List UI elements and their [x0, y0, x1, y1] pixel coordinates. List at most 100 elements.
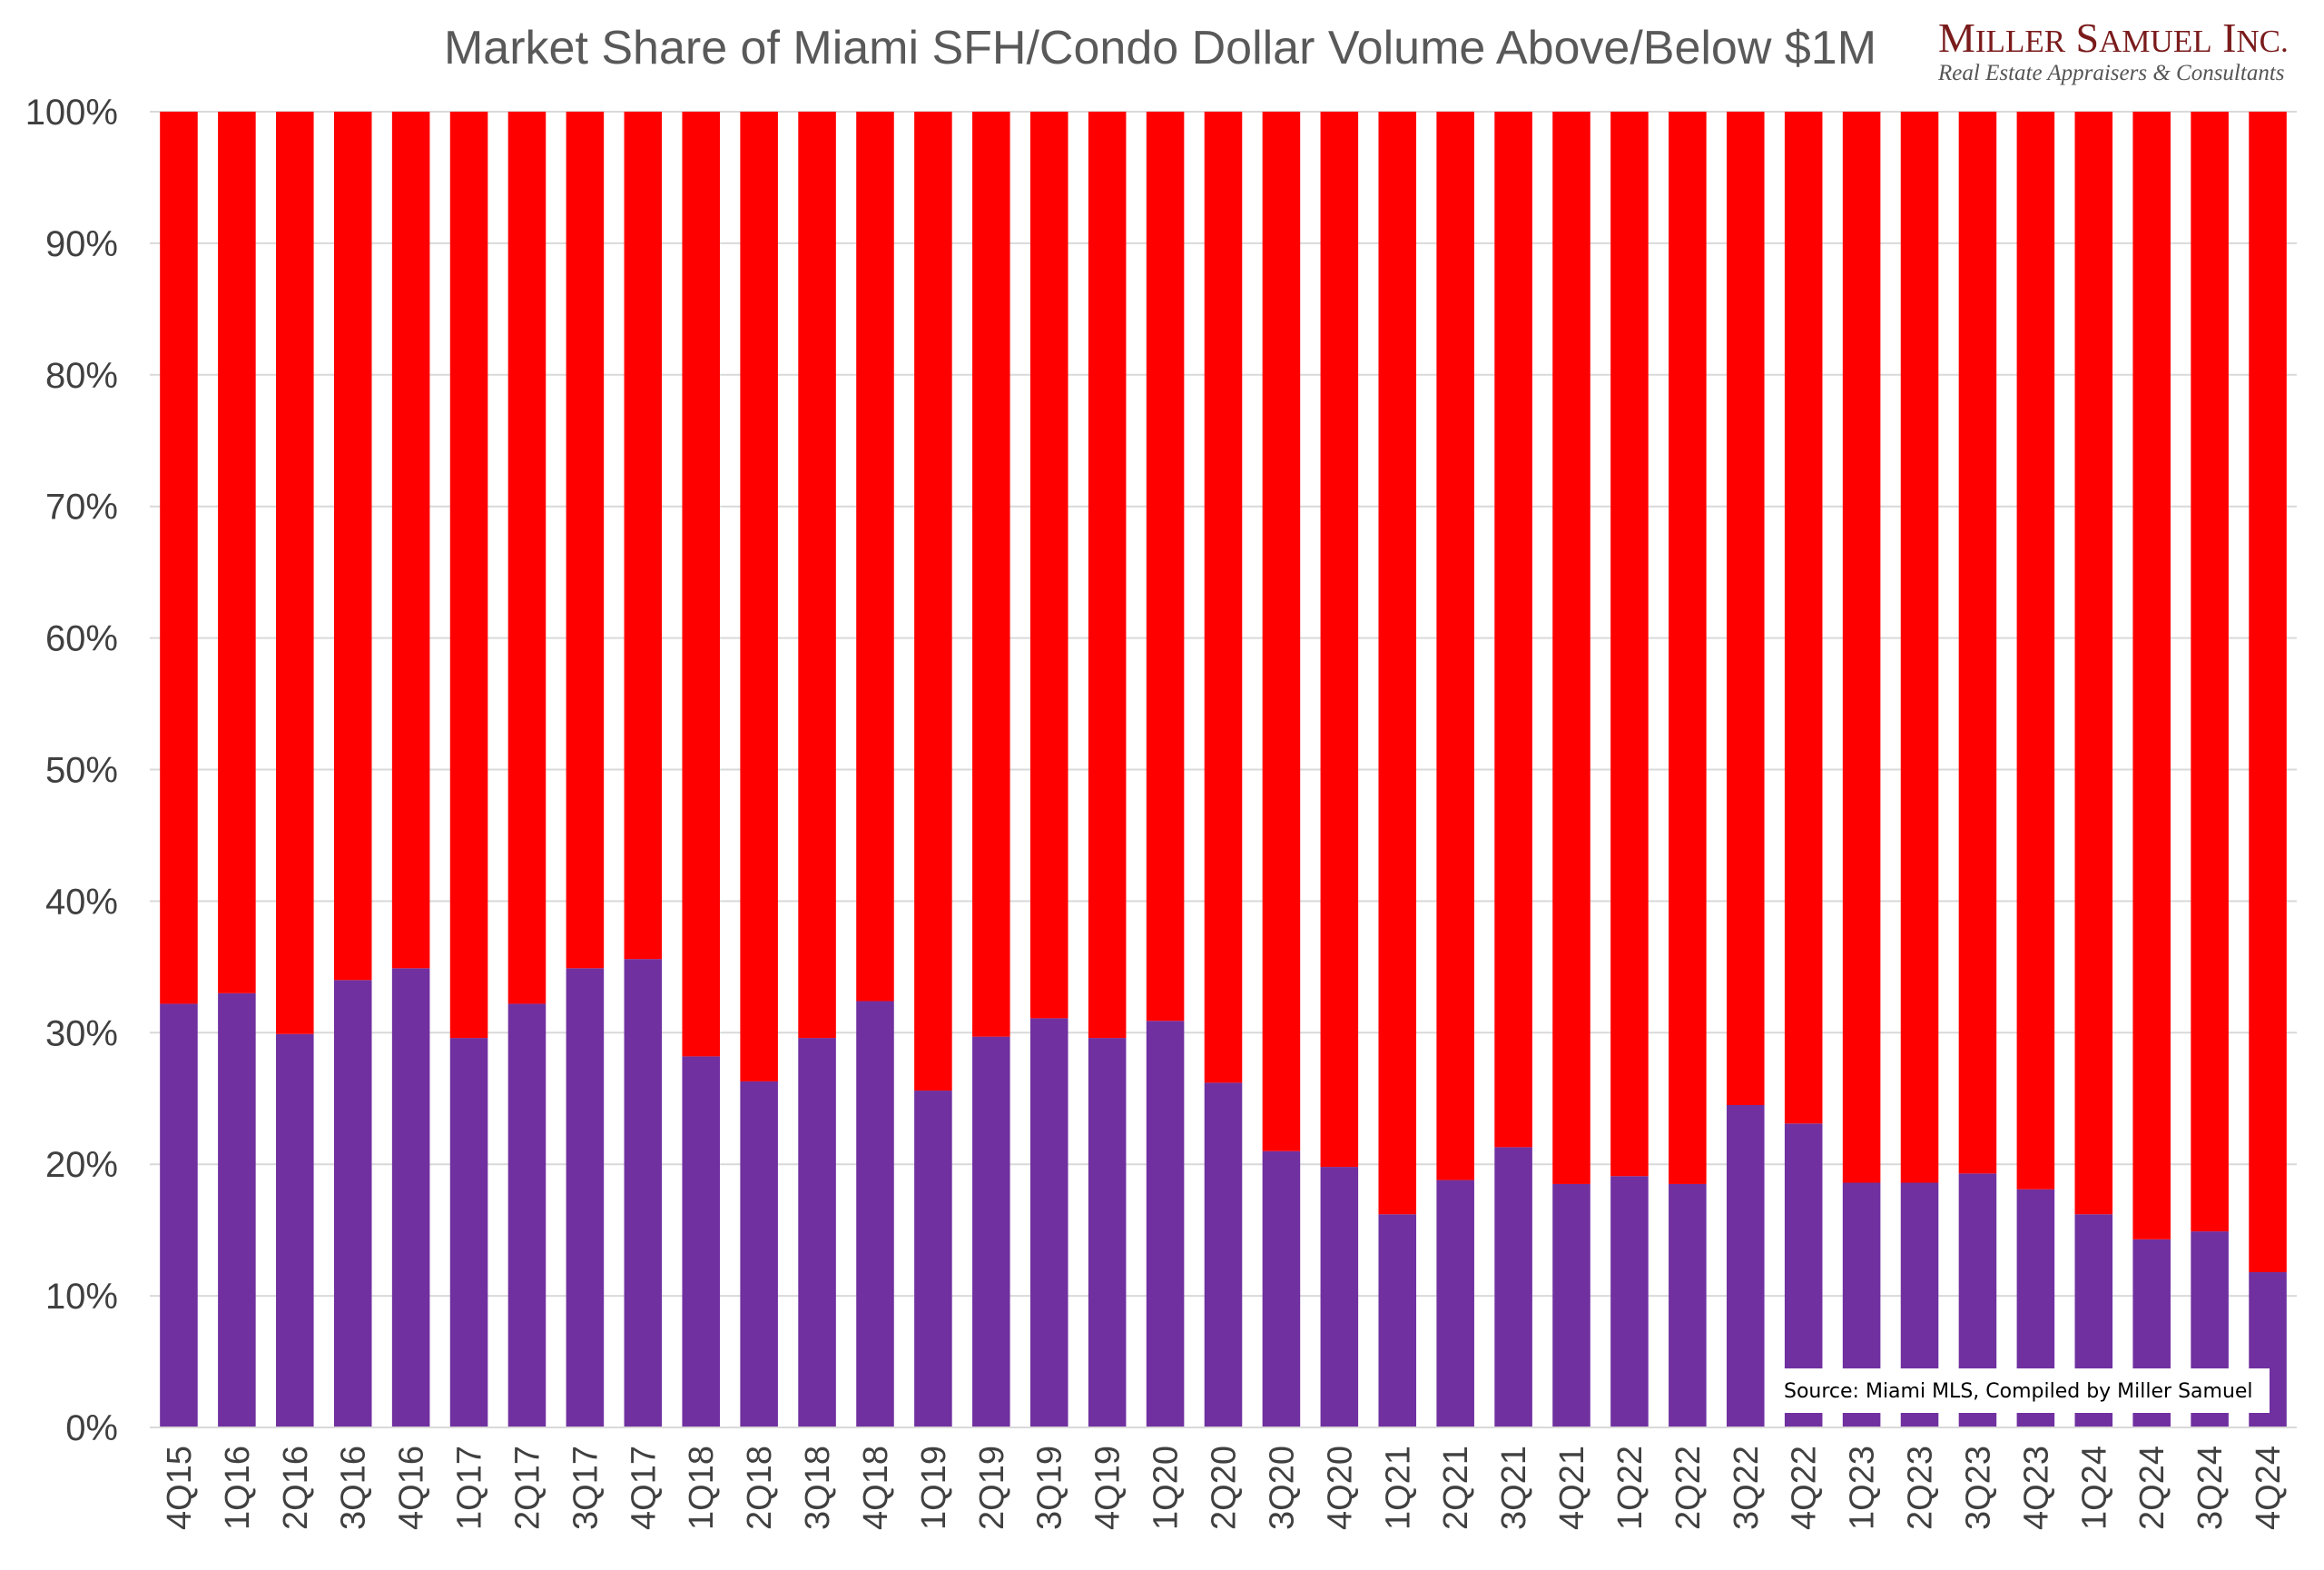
bar-above-segment [624, 112, 663, 960]
x-tick-label: 1Q19 [915, 1446, 953, 1530]
bars [160, 112, 2287, 1427]
x-tick-label: 4Q18 [857, 1446, 895, 1530]
bar-below-segment [1552, 1183, 1590, 1427]
y-axis-ticks: 0% 10% 20% 30% 40% 50% 60% 70% 80% 90% 100% [25, 93, 118, 1448]
x-tick-label: 2Q24 [2133, 1446, 2171, 1530]
y-tick-label: 50% [45, 751, 118, 791]
bar-above-segment [1552, 112, 1590, 1184]
x-tick-label: 3Q17 [566, 1446, 605, 1530]
bar-below-segment [1610, 1176, 1649, 1427]
bar-above-segment [2074, 112, 2113, 1215]
bar-above-segment [1726, 112, 1765, 1105]
bar-below-segment [1378, 1214, 1417, 1427]
bar-above-segment [1088, 112, 1127, 1039]
logo-wordmark: MILLER SAMUEL INC. [1938, 15, 2289, 61]
y-tick-label: 100% [25, 93, 118, 133]
bar-above-segment [1204, 112, 1243, 1083]
bar-below-segment [798, 1038, 836, 1427]
y-tick-label: 10% [45, 1277, 118, 1317]
x-tick-label: 1Q23 [1844, 1446, 1882, 1530]
x-tick-label: 4Q15 [161, 1446, 199, 1530]
bar-above-segment [798, 112, 836, 1039]
y-tick-label: 30% [45, 1013, 118, 1053]
bar-above-segment [1784, 112, 1823, 1124]
bar-above-segment [914, 112, 952, 1091]
bar-above-segment [972, 112, 1010, 1037]
bar-above-segment [856, 112, 894, 1002]
bar-above-segment [1146, 112, 1185, 1022]
bar-above-segment [391, 112, 430, 969]
bar-below-segment [160, 1003, 198, 1427]
bar-below-segment [507, 1003, 547, 1427]
y-tick-label: 20% [45, 1145, 118, 1185]
bar-below-segment [1320, 1167, 1359, 1427]
logo-rest: NC. [2236, 24, 2288, 59]
x-tick-label: 4Q19 [1089, 1446, 1128, 1530]
bar-below-segment [1029, 1018, 1068, 1427]
bar-above-segment [1436, 112, 1474, 1180]
bar-below-segment [218, 992, 256, 1427]
x-tick-label: 2Q23 [1902, 1446, 1940, 1530]
bar-above-segment [276, 112, 314, 1034]
x-tick-label: 4Q20 [1321, 1446, 1359, 1530]
logo-initial: I [2212, 15, 2237, 61]
x-tick-label: 3Q18 [799, 1446, 837, 1530]
x-tick-label: 2Q21 [1437, 1446, 1475, 1530]
x-tick-label: 2Q16 [277, 1446, 315, 1530]
bar-below-segment [682, 1056, 721, 1427]
x-tick-label: 3Q23 [1959, 1446, 1997, 1530]
x-tick-label: 2Q17 [508, 1446, 547, 1530]
source-annotation-text: Source: Miami MLS, Compiled by Miller Sa… [1784, 1380, 2253, 1403]
bar-below-segment [1088, 1038, 1127, 1427]
bar-above-segment [1900, 112, 1939, 1183]
x-tick-label: 4Q23 [2017, 1446, 2055, 1530]
bar-above-segment [2191, 112, 2229, 1232]
y-tick-label: 40% [45, 882, 118, 922]
bar-above-segment [507, 112, 547, 1004]
bar-above-segment [1029, 112, 1068, 1019]
x-tick-label: 1Q24 [2075, 1446, 2113, 1530]
logo-initial: M [1938, 15, 1975, 61]
source-annotation: Source: Miami MLS, Compiled by Miller Sa… [1775, 1368, 2270, 1413]
x-tick-label: 4Q21 [1553, 1446, 1591, 1530]
bar-above-segment [566, 112, 605, 969]
bar-below-segment [972, 1036, 1010, 1427]
bar-above-segment [740, 112, 778, 1081]
logo-subtitle: Real Estate Appraisers & Consultants [1937, 61, 2285, 85]
y-tick-label: 0% [65, 1408, 118, 1448]
bar-above-segment [449, 112, 488, 1039]
bar-below-segment [1262, 1150, 1301, 1427]
bar-below-segment [276, 1033, 314, 1427]
chart-title: Market Share of Miami SFH/Condo Dollar V… [444, 22, 1876, 74]
x-tick-label: 3Q19 [1031, 1446, 1069, 1530]
y-tick-label: 70% [45, 488, 118, 528]
bar-below-segment [566, 968, 605, 1427]
x-tick-label: 2Q22 [1669, 1446, 1708, 1530]
x-axis-ticks: 4Q15 1Q16 2Q16 3Q16 4Q16 1Q17 2Q17 3Q17 4Q17 1Q18… [161, 1446, 2288, 1530]
miller-samuel-logo: MILLER SAMUEL INC. Real Estate Appraiser… [1937, 15, 2289, 85]
x-tick-label: 4Q17 [625, 1446, 663, 1530]
bar-above-segment [1494, 112, 1532, 1148]
bar-above-segment [682, 112, 721, 1057]
x-tick-label: 3Q21 [1495, 1446, 1533, 1530]
x-tick-label: 4Q22 [1786, 1446, 1824, 1530]
bar-below-segment [740, 1081, 778, 1427]
bar-below-segment [1726, 1104, 1765, 1427]
y-tick-label: 60% [45, 619, 118, 659]
bar-below-segment [449, 1038, 488, 1427]
bar-above-segment [218, 112, 256, 993]
bar-above-segment [2249, 112, 2287, 1273]
bar-below-segment [1494, 1147, 1532, 1427]
logo-rest: ILLER [1975, 24, 2066, 59]
x-tick-label: 1Q21 [1379, 1446, 1417, 1530]
bar-below-segment [333, 980, 372, 1427]
bar-below-segment [624, 959, 663, 1427]
bar-above-segment [1320, 112, 1359, 1168]
bar-above-segment [1262, 112, 1301, 1151]
x-tick-label: 4Q24 [2250, 1446, 2288, 1530]
bar-above-segment [1610, 112, 1649, 1177]
bar-above-segment [1958, 112, 1997, 1174]
x-tick-label: 1Q17 [451, 1446, 489, 1530]
bar-below-segment [1204, 1082, 1243, 1427]
